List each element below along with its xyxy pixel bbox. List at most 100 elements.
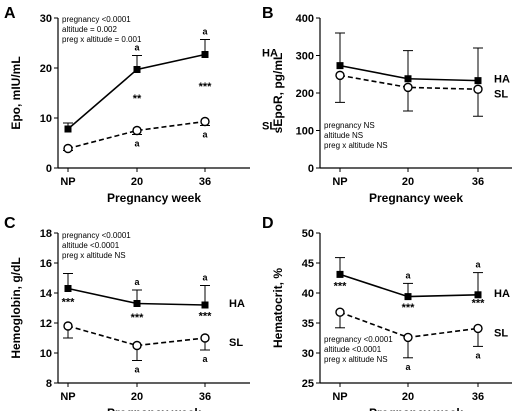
y-tick-label: 45 xyxy=(302,258,314,270)
y-tick-label: 100 xyxy=(296,126,314,138)
y-tick-label: 30 xyxy=(302,348,314,360)
y-tick-label: 0 xyxy=(46,163,52,175)
annotation-upper: a xyxy=(405,270,411,280)
data-point-sl xyxy=(335,307,345,317)
x-axis-label: Pregnancy week xyxy=(369,406,463,411)
stats-line: preg x altitude NS xyxy=(62,251,126,260)
data-point-sl xyxy=(132,340,142,351)
y-axis-label: Epo, mIU/mL xyxy=(9,56,23,129)
data-point-sl xyxy=(200,116,210,127)
series-label-ha: HA xyxy=(494,74,510,86)
x-tick-label: 20 xyxy=(131,391,143,403)
y-axis-label: sEpoR, pg/mL xyxy=(271,53,285,134)
y-tick-label: 40 xyxy=(302,288,314,300)
data-point-ha xyxy=(133,66,141,73)
annotation-lower: a xyxy=(405,362,411,372)
significance-marker: ** xyxy=(133,93,142,105)
data-point-ha xyxy=(201,51,209,58)
data-point-sl xyxy=(403,332,413,343)
series-label-ha: HA xyxy=(229,298,245,310)
y-tick-label: 50 xyxy=(302,228,314,240)
panel-b: B 0 100 200 300 400 NP 20 36 Pregnancy week sEpoR,… xyxy=(262,5,512,205)
x-axis-label: Pregnancy week xyxy=(107,191,201,205)
series-label-sl: SL xyxy=(494,327,508,339)
data-point-ha xyxy=(404,75,412,83)
data-point-ha xyxy=(404,293,412,301)
stats-line: preg x altitude NS xyxy=(324,141,388,150)
data-point-ha xyxy=(336,270,344,278)
y-tick-label: 18 xyxy=(40,228,52,240)
data-point-ha xyxy=(474,77,482,85)
y-axis-label: Hematocrit, % xyxy=(271,268,285,348)
data-point-sl xyxy=(473,323,483,334)
significance-marker: *** xyxy=(131,312,145,324)
x-tick-label: 36 xyxy=(472,176,484,188)
panel-d: D 25 30 35 40 45 50 NP 20 36 Pregnancy week Hematoc… xyxy=(262,215,512,411)
annotation-lower: a xyxy=(134,365,140,375)
stats-line: pregnancy <0.0001 xyxy=(62,15,131,24)
series-label-ha: HA xyxy=(494,288,510,300)
significance-marker: *** xyxy=(334,281,348,293)
significance-marker: *** xyxy=(199,81,213,93)
stats-line: pregnancy <0.0001 xyxy=(324,335,393,344)
annotation-upper: a xyxy=(134,277,140,287)
y-axis-label: Hemoglobin, g/dL xyxy=(9,257,23,358)
x-tick-label: NP xyxy=(332,391,347,403)
y-tick-label: 400 xyxy=(296,13,314,25)
significance-marker: *** xyxy=(402,302,416,314)
series-label-sl: SL xyxy=(229,337,243,349)
stats-line: altitude <0.0001 xyxy=(324,345,382,354)
y-tick-label: 20 xyxy=(40,63,52,75)
significance-marker: *** xyxy=(199,311,213,323)
data-point-ha xyxy=(336,62,344,70)
data-point-sl xyxy=(132,125,142,136)
x-tick-label: 36 xyxy=(199,176,211,188)
data-point-ha xyxy=(64,125,72,133)
panel-letter: B xyxy=(262,5,274,22)
panel-letter: D xyxy=(262,215,274,232)
stats-line: altitude <0.0001 xyxy=(62,241,120,250)
x-tick-label: NP xyxy=(332,176,347,188)
data-point-sl xyxy=(335,70,345,81)
y-tick-label: 0 xyxy=(308,163,314,175)
stats-line: preg x altitude NS xyxy=(324,355,388,364)
y-tick-label: 14 xyxy=(40,288,53,300)
significance-marker: *** xyxy=(472,298,486,310)
y-tick-label: 10 xyxy=(40,113,52,125)
y-tick-label: 25 xyxy=(302,378,314,390)
annotation-upper: a xyxy=(202,273,208,283)
annotation-upper: a xyxy=(475,260,481,270)
data-point-ha xyxy=(64,285,72,292)
x-tick-label: 36 xyxy=(199,391,211,403)
panel-letter: A xyxy=(4,5,16,22)
series-label-ha: HA xyxy=(262,48,278,60)
y-tick-label: 12 xyxy=(40,318,52,330)
x-axis-label: Pregnancy week xyxy=(107,406,201,411)
stats-line: preg x altitude = 0.001 xyxy=(62,35,142,44)
y-tick-label: 8 xyxy=(46,378,52,390)
stats-line: altitude = 0.002 xyxy=(62,25,117,34)
data-point-sl xyxy=(63,143,73,154)
series-label-sl: SL xyxy=(494,88,508,100)
data-point-ha xyxy=(474,291,482,299)
panel-letter: C xyxy=(4,215,16,232)
data-point-ha xyxy=(201,301,209,309)
series-label-sl: SL xyxy=(262,121,276,133)
panel-a: A 0 10 20 30 NP 20 36 Pregnancy week Epo, mIU/mL p… xyxy=(4,5,278,205)
annotation-upper: a xyxy=(202,27,208,37)
stats-line: pregnancy NS xyxy=(324,121,375,130)
x-tick-label: 20 xyxy=(402,176,414,188)
x-tick-label: NP xyxy=(60,176,75,188)
y-tick-label: 35 xyxy=(302,318,314,330)
annotation-lower: a xyxy=(475,350,481,360)
series-line-sl xyxy=(339,74,479,91)
data-point-sl xyxy=(200,333,210,343)
y-tick-label: 200 xyxy=(296,88,314,100)
x-tick-label: 36 xyxy=(472,391,484,403)
y-tick-label: 30 xyxy=(40,13,52,25)
annotation-lower: a xyxy=(202,354,208,364)
significance-marker: *** xyxy=(62,296,76,308)
annotation-lower: a xyxy=(134,139,140,149)
annotation-upper: a xyxy=(134,43,140,53)
